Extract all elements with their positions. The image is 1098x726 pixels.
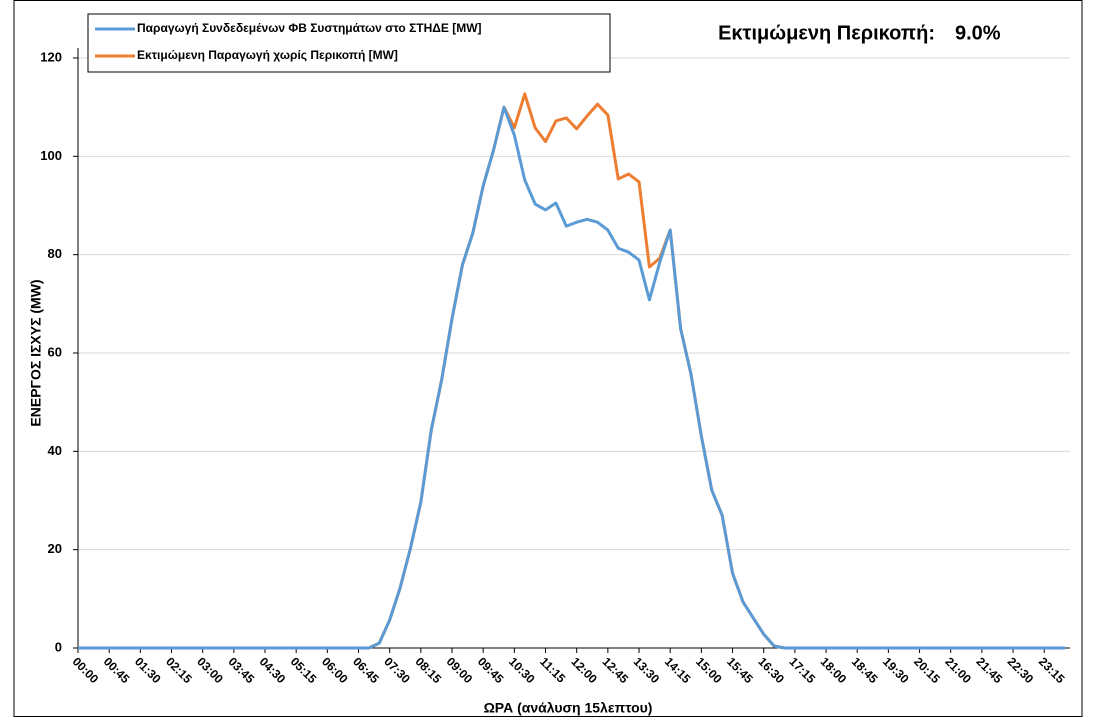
chart-border — [13, 0, 1083, 717]
legend: Παραγωγή Συνδεδεμένων ΦΒ Συστημάτων στο … — [87, 13, 611, 73]
legend-label: Παραγωγή Συνδεδεμένων ΦΒ Συστημάτων στο … — [137, 21, 482, 35]
y-tick-label: 40 — [48, 443, 62, 458]
y-tick-label: 0 — [55, 639, 62, 654]
legend-box — [87, 13, 611, 73]
y-tick-label: 80 — [48, 246, 62, 261]
y-tick-label: 60 — [48, 344, 62, 359]
y-tick-label: 120 — [40, 49, 62, 64]
annotation-value: 9.0% — [955, 22, 1001, 44]
x-axis-title: ΩΡΑ (ανάλυση 15λεπτου) — [484, 700, 653, 716]
annotation-text: Εκτιμώμενη Περικοπή: — [718, 22, 935, 44]
legend-label: Εκτιμώμενη Παραγωγή χωρίς Περικοπή [MW] — [137, 48, 398, 62]
series-line — [78, 105, 1065, 650]
y-axis-title: ΕΝΕΡΓΟΣ ΙΣΧΥΣ (MW) — [28, 279, 44, 426]
y-tick-label: 100 — [40, 148, 62, 163]
y-tick-label: 20 — [48, 541, 62, 556]
